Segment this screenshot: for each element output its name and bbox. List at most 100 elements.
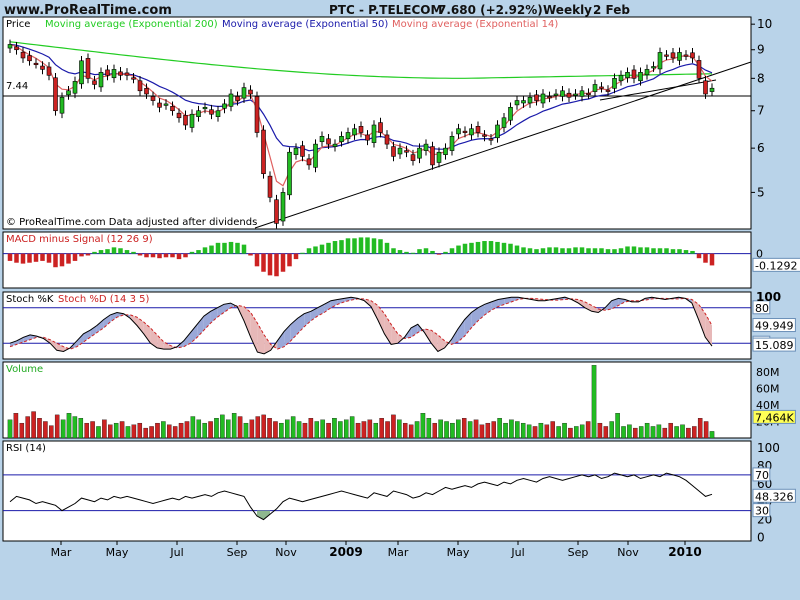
macd-bar [378,239,383,254]
volume-bar [703,421,709,439]
macd-bar [586,248,591,254]
volume-bar [692,426,697,439]
macd-bar [228,241,234,254]
macd-bar [534,249,539,254]
volume-bar [402,422,408,439]
macd-bar [254,253,260,267]
volume-bar [609,421,614,439]
candle-body [40,65,45,70]
volume-bar [686,427,691,439]
site-name: www.ProRealTime.com [4,3,172,18]
candle-body [306,158,312,166]
volume-bar [444,421,449,439]
volume-bar [603,426,609,439]
candle-body [293,147,299,155]
macd-bar [332,241,338,254]
volume-bar [208,421,213,439]
x-tick-label: Jul [510,546,524,559]
x-tick-label: Mar [388,546,409,559]
candle-body [560,90,565,97]
volume-bar [290,416,296,439]
macd-bar [124,250,130,254]
price-panel-frame [2,16,752,230]
stoch-band [457,319,465,343]
volume-bar [273,421,278,439]
stoch-band [10,340,17,347]
volume-bar [60,419,66,439]
macd-bar [189,251,195,254]
macd-bar [462,243,468,254]
volume-bar [320,419,325,439]
macd-bar [358,237,364,254]
stoch-band [471,307,478,328]
macd-bar [365,237,370,254]
volume-bar [237,416,243,439]
volume-bar [597,422,603,439]
rsi-panel: RSI (14) 020406080100703048.326 [2,440,796,544]
macd-bar [40,253,45,261]
x-tick-label: 2010 [668,545,701,559]
volume-bar [621,426,626,439]
stoch-band [330,299,338,308]
stoch-band [371,300,378,320]
candle-body [254,96,260,133]
macd-bar [508,243,513,254]
macd-bar [618,248,624,254]
candle-body [709,87,715,92]
volume-last-value: 7,464K [755,411,794,424]
stoch-k-last-box [752,337,796,352]
macd-bar [644,247,650,254]
volume-bar [385,421,390,439]
volume-bar [461,418,467,439]
stoch-band [504,297,512,305]
x-tick-label: 2009 [329,545,362,559]
volume-bar [131,424,137,439]
ema200-line [9,41,713,79]
macd-bar [157,253,162,259]
volume-bar [515,421,520,439]
trendline-lower [254,61,752,229]
volume-bar [25,416,30,439]
macd-bar [267,253,273,276]
stoch-band [611,298,619,309]
stoch-band [297,313,305,334]
candle-body [137,80,143,92]
candle-body [436,151,442,163]
candle-body [625,72,630,79]
candle-body [495,124,500,139]
candle-body [33,62,39,66]
candle-body [241,87,247,99]
volume-bar [102,419,107,439]
candle-body [651,66,656,69]
stoch-band [337,298,345,305]
macd-bar [14,253,19,263]
volume-last-value-box [752,409,796,424]
stoch-band [705,313,712,347]
stoch-band [411,324,418,338]
macd-bar [423,248,429,254]
volume-bar [108,424,113,439]
macd-bar [410,252,416,254]
candle-body [14,46,19,51]
volume-bar [615,413,620,439]
rsi-panel-frame [2,440,752,542]
macd-bar [696,253,702,259]
stoch-band [618,298,626,306]
volume-bar [556,426,561,439]
volume-bar [137,422,143,439]
period-label: Weekly [543,3,592,17]
candle-body [280,192,286,222]
macd-bar [105,249,110,254]
volume-bar [285,419,290,439]
macd-bar [46,253,52,263]
candle-body [553,93,559,96]
candle-body [462,130,468,133]
x-tick-label: May [106,546,129,559]
macd-bar [430,250,435,254]
volume-bar [426,418,432,439]
stoch-band [223,303,231,313]
trendline-upper [599,79,717,101]
macd-bar [300,252,305,254]
candle-body [300,145,305,157]
macd-bar [306,248,312,254]
